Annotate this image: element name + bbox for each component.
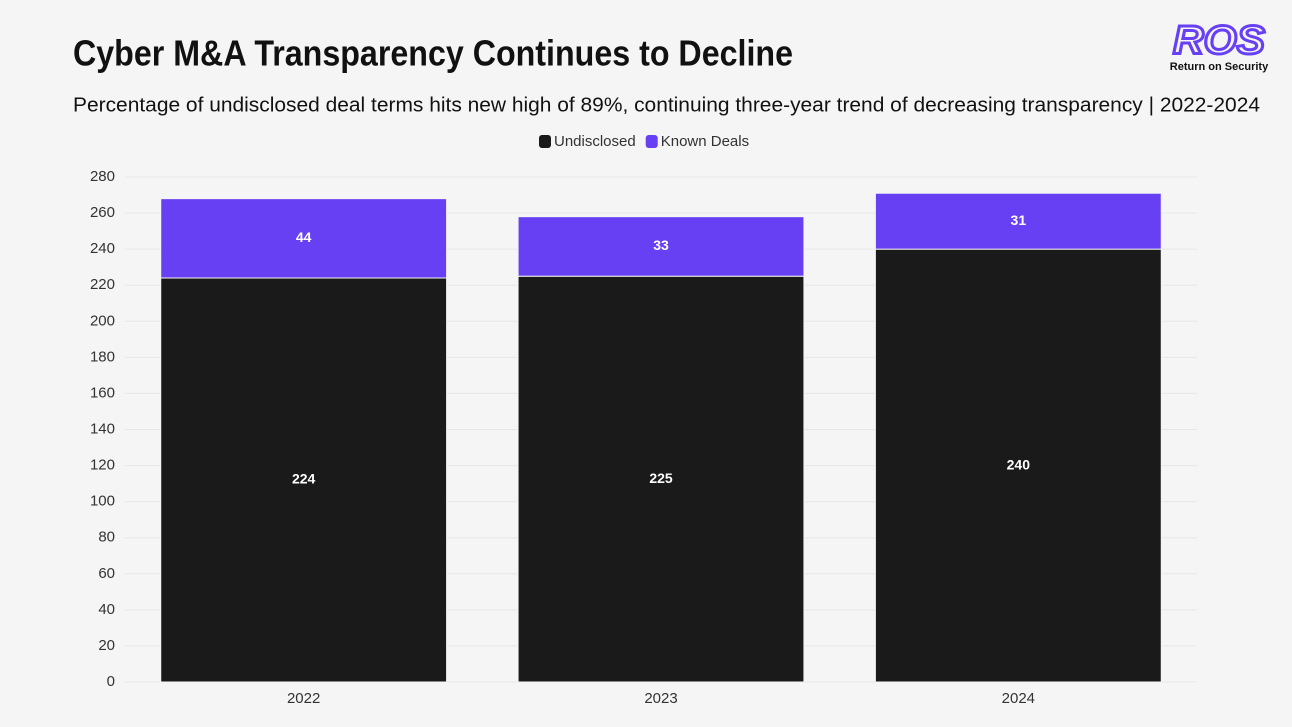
y-tick-label: 180 bbox=[90, 348, 115, 365]
legend-label: Known Deals bbox=[661, 133, 749, 150]
y-tick-label: 100 bbox=[90, 493, 115, 510]
y-tick-label: 160 bbox=[90, 384, 115, 401]
bar-segment bbox=[160, 277, 448, 683]
x-tick-label: 2022 bbox=[287, 690, 320, 707]
chart-subtitle: Percentage of undisclosed deal terms hit… bbox=[73, 94, 1260, 116]
y-tick-label: 40 bbox=[98, 601, 115, 618]
data-label: 44 bbox=[296, 229, 312, 245]
bar-segment bbox=[160, 198, 448, 279]
legend-swatch bbox=[645, 135, 658, 148]
logo-tagline: Return on Security bbox=[1170, 61, 1269, 73]
y-tick-label: 80 bbox=[98, 529, 115, 546]
x-tick-label: 2024 bbox=[1002, 690, 1035, 707]
data-label: 224 bbox=[292, 471, 316, 487]
y-tick-label: 0 bbox=[107, 673, 115, 690]
y-tick-label: 220 bbox=[90, 276, 115, 293]
y-tick-label: 120 bbox=[90, 457, 115, 474]
y-tick-label: 260 bbox=[90, 204, 115, 221]
logo-mark: ROS bbox=[1173, 19, 1265, 63]
bar-segment bbox=[517, 275, 805, 683]
x-tick-label: 2023 bbox=[644, 690, 677, 707]
legend: Undisclosed Known Deals bbox=[539, 133, 749, 150]
y-tick-label: 20 bbox=[98, 637, 115, 654]
y-tick-label: 60 bbox=[98, 565, 115, 582]
bar-segment bbox=[874, 192, 1162, 250]
y-tick-label: 280 bbox=[90, 168, 115, 185]
y-tick-label: 240 bbox=[90, 240, 115, 257]
data-label: 225 bbox=[649, 470, 673, 486]
bar-segment bbox=[874, 248, 1162, 683]
bar-segment bbox=[517, 216, 805, 277]
y-tick-label: 140 bbox=[90, 420, 115, 437]
chart-title: Cyber M&A Transparency Continues to Decl… bbox=[73, 33, 793, 74]
data-label: 240 bbox=[1007, 456, 1031, 472]
data-label: 33 bbox=[653, 237, 669, 253]
y-tick-label: 200 bbox=[90, 312, 115, 329]
legend-label: Undisclosed bbox=[554, 133, 636, 150]
data-label: 31 bbox=[1011, 212, 1027, 228]
legend-swatch bbox=[539, 135, 551, 148]
